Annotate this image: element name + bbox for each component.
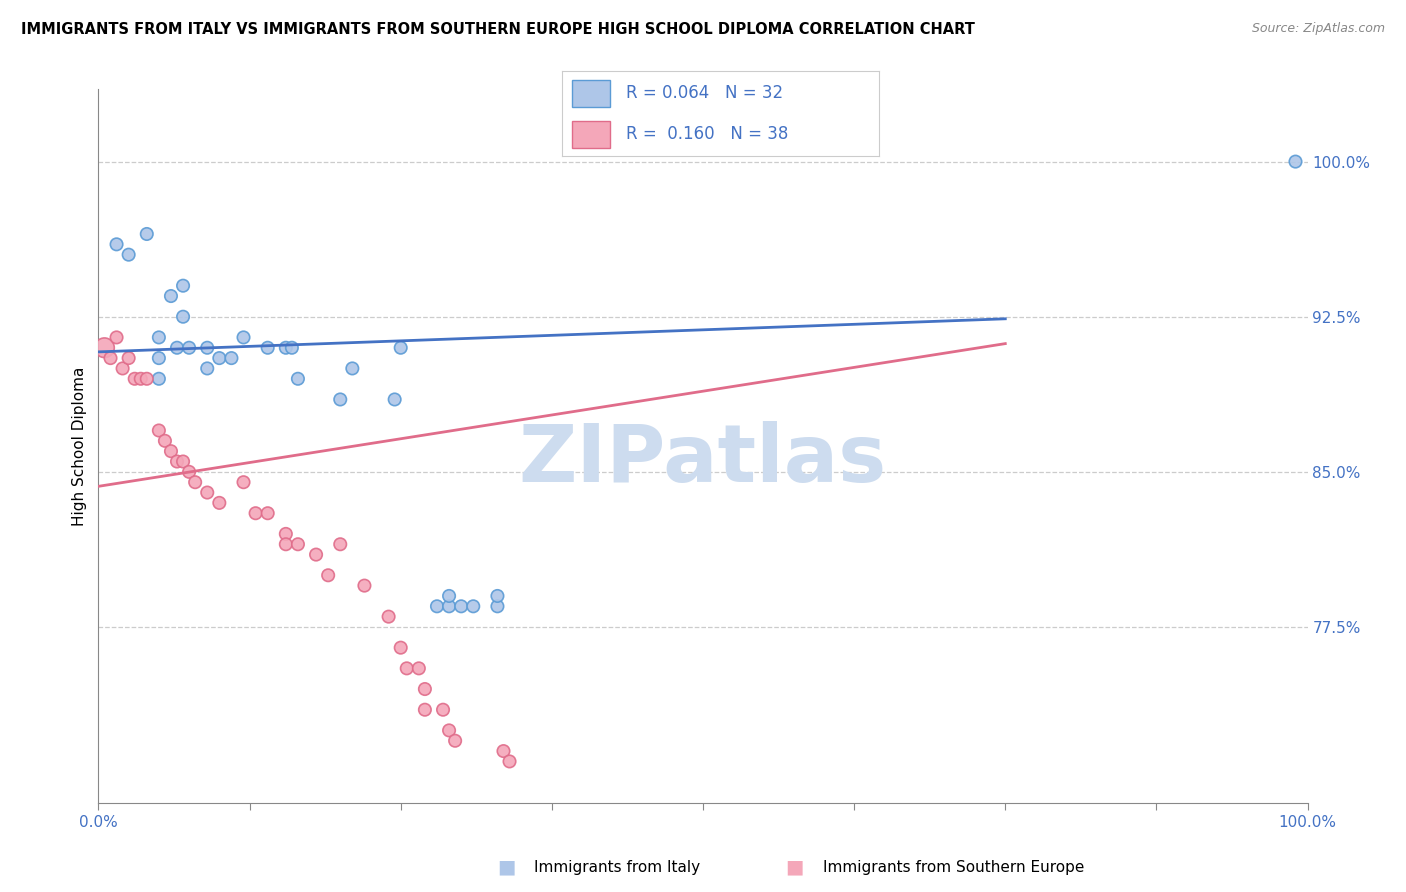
Point (437, 599, 460, 614)
Point (329, 537, 352, 551)
Point (389, 640, 412, 655)
Point (256, 506, 278, 520)
Point (179, 465, 201, 479)
Bar (572, 80, 610, 107)
Point (492, 744, 515, 758)
Text: Immigrants from Southern Europe: Immigrants from Southern Europe (823, 860, 1084, 874)
Text: Immigrants from Italy: Immigrants from Italy (534, 860, 700, 874)
Point (135, 372, 157, 386)
Point (129, 372, 152, 386)
Point (413, 681, 436, 696)
Point (426, 599, 449, 614)
Point (342, 361, 364, 376)
Point (395, 661, 418, 675)
Point (384, 392, 406, 407)
Text: ■: ■ (785, 857, 804, 877)
Point (153, 434, 176, 448)
Point (413, 703, 436, 717)
Text: R = 0.064   N = 32: R = 0.064 N = 32 (626, 85, 783, 103)
Point (148, 372, 170, 386)
Point (353, 579, 375, 593)
Point (124, 372, 146, 386)
Point (111, 361, 134, 376)
Point (100, 351, 122, 365)
Text: Source: ZipAtlas.com: Source: ZipAtlas.com (1251, 22, 1385, 36)
Point (498, 755, 520, 769)
Point (160, 444, 183, 458)
Point (463, 599, 485, 614)
Point (118, 351, 141, 365)
Point (486, 589, 509, 603)
Point (195, 485, 218, 500)
Point (93, 341, 115, 355)
Point (377, 609, 399, 624)
Point (245, 506, 267, 520)
Point (105, 330, 128, 344)
Point (232, 475, 254, 490)
Point (444, 733, 467, 747)
Y-axis label: High School Diploma: High School Diploma (72, 367, 87, 525)
Text: R =  0.160   N = 38: R = 0.160 N = 38 (626, 125, 787, 143)
Point (408, 661, 430, 675)
Point (160, 289, 183, 303)
Point (195, 341, 218, 355)
Point (166, 341, 188, 355)
Point (172, 454, 194, 468)
Point (329, 392, 352, 407)
Point (437, 723, 460, 738)
Point (135, 227, 157, 241)
Text: ■: ■ (496, 857, 516, 877)
Point (148, 424, 170, 438)
Point (208, 351, 231, 365)
Point (437, 589, 460, 603)
Point (274, 537, 297, 551)
Point (232, 330, 254, 344)
Point (432, 703, 454, 717)
Point (389, 341, 412, 355)
Point (105, 237, 128, 252)
Point (486, 599, 509, 614)
Point (274, 527, 297, 541)
Point (179, 341, 201, 355)
Point (172, 310, 194, 324)
Point (172, 278, 194, 293)
Text: ZIPatlas: ZIPatlas (519, 421, 887, 500)
Point (287, 372, 309, 386)
Point (195, 361, 218, 376)
Point (316, 568, 339, 582)
Point (274, 341, 297, 355)
Point (184, 475, 207, 490)
Point (1284, 154, 1306, 169)
Point (166, 454, 188, 468)
Point (118, 248, 141, 262)
Point (148, 351, 170, 365)
Point (208, 496, 231, 510)
Text: IMMIGRANTS FROM ITALY VS IMMIGRANTS FROM SOUTHERN EUROPE HIGH SCHOOL DIPLOMA COR: IMMIGRANTS FROM ITALY VS IMMIGRANTS FROM… (21, 22, 974, 37)
Bar (572, 120, 610, 147)
Point (148, 330, 170, 344)
Point (281, 341, 304, 355)
Point (450, 599, 472, 614)
Point (287, 537, 309, 551)
Point (221, 351, 243, 365)
Point (305, 548, 328, 562)
Point (256, 341, 278, 355)
